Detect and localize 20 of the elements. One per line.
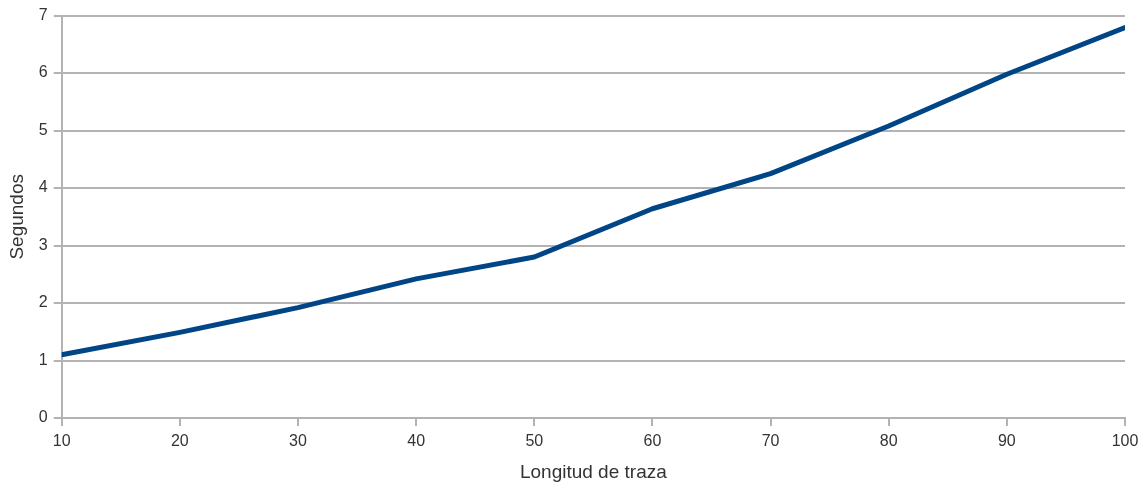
y-tick-label: 4 <box>38 178 48 196</box>
y-tick-label: 7 <box>38 6 48 24</box>
y-axis-title: Segundos <box>5 174 27 260</box>
x-tick-label: 40 <box>407 432 426 450</box>
x-tick-label: 90 <box>997 432 1016 450</box>
x-tick-label: 100 <box>1111 432 1139 450</box>
x-tick-label: 10 <box>52 432 71 450</box>
y-tick-label: 1 <box>38 350 48 368</box>
y-tick-label: 3 <box>38 235 48 253</box>
y-tick-label: 0 <box>38 408 48 426</box>
x-tick-label: 30 <box>289 432 307 450</box>
x-tick-label: 70 <box>761 432 780 450</box>
x-tick-label: 50 <box>525 432 544 450</box>
x-tick-label: 80 <box>879 432 898 450</box>
x-tick-label: 60 <box>643 432 662 450</box>
y-tick-label: 6 <box>38 63 48 81</box>
y-tick-label: 2 <box>38 293 48 311</box>
y-tick-label: 5 <box>38 120 48 138</box>
x-tick-label: 20 <box>170 432 189 450</box>
x-axis-title: Longitud de traza <box>519 460 668 482</box>
